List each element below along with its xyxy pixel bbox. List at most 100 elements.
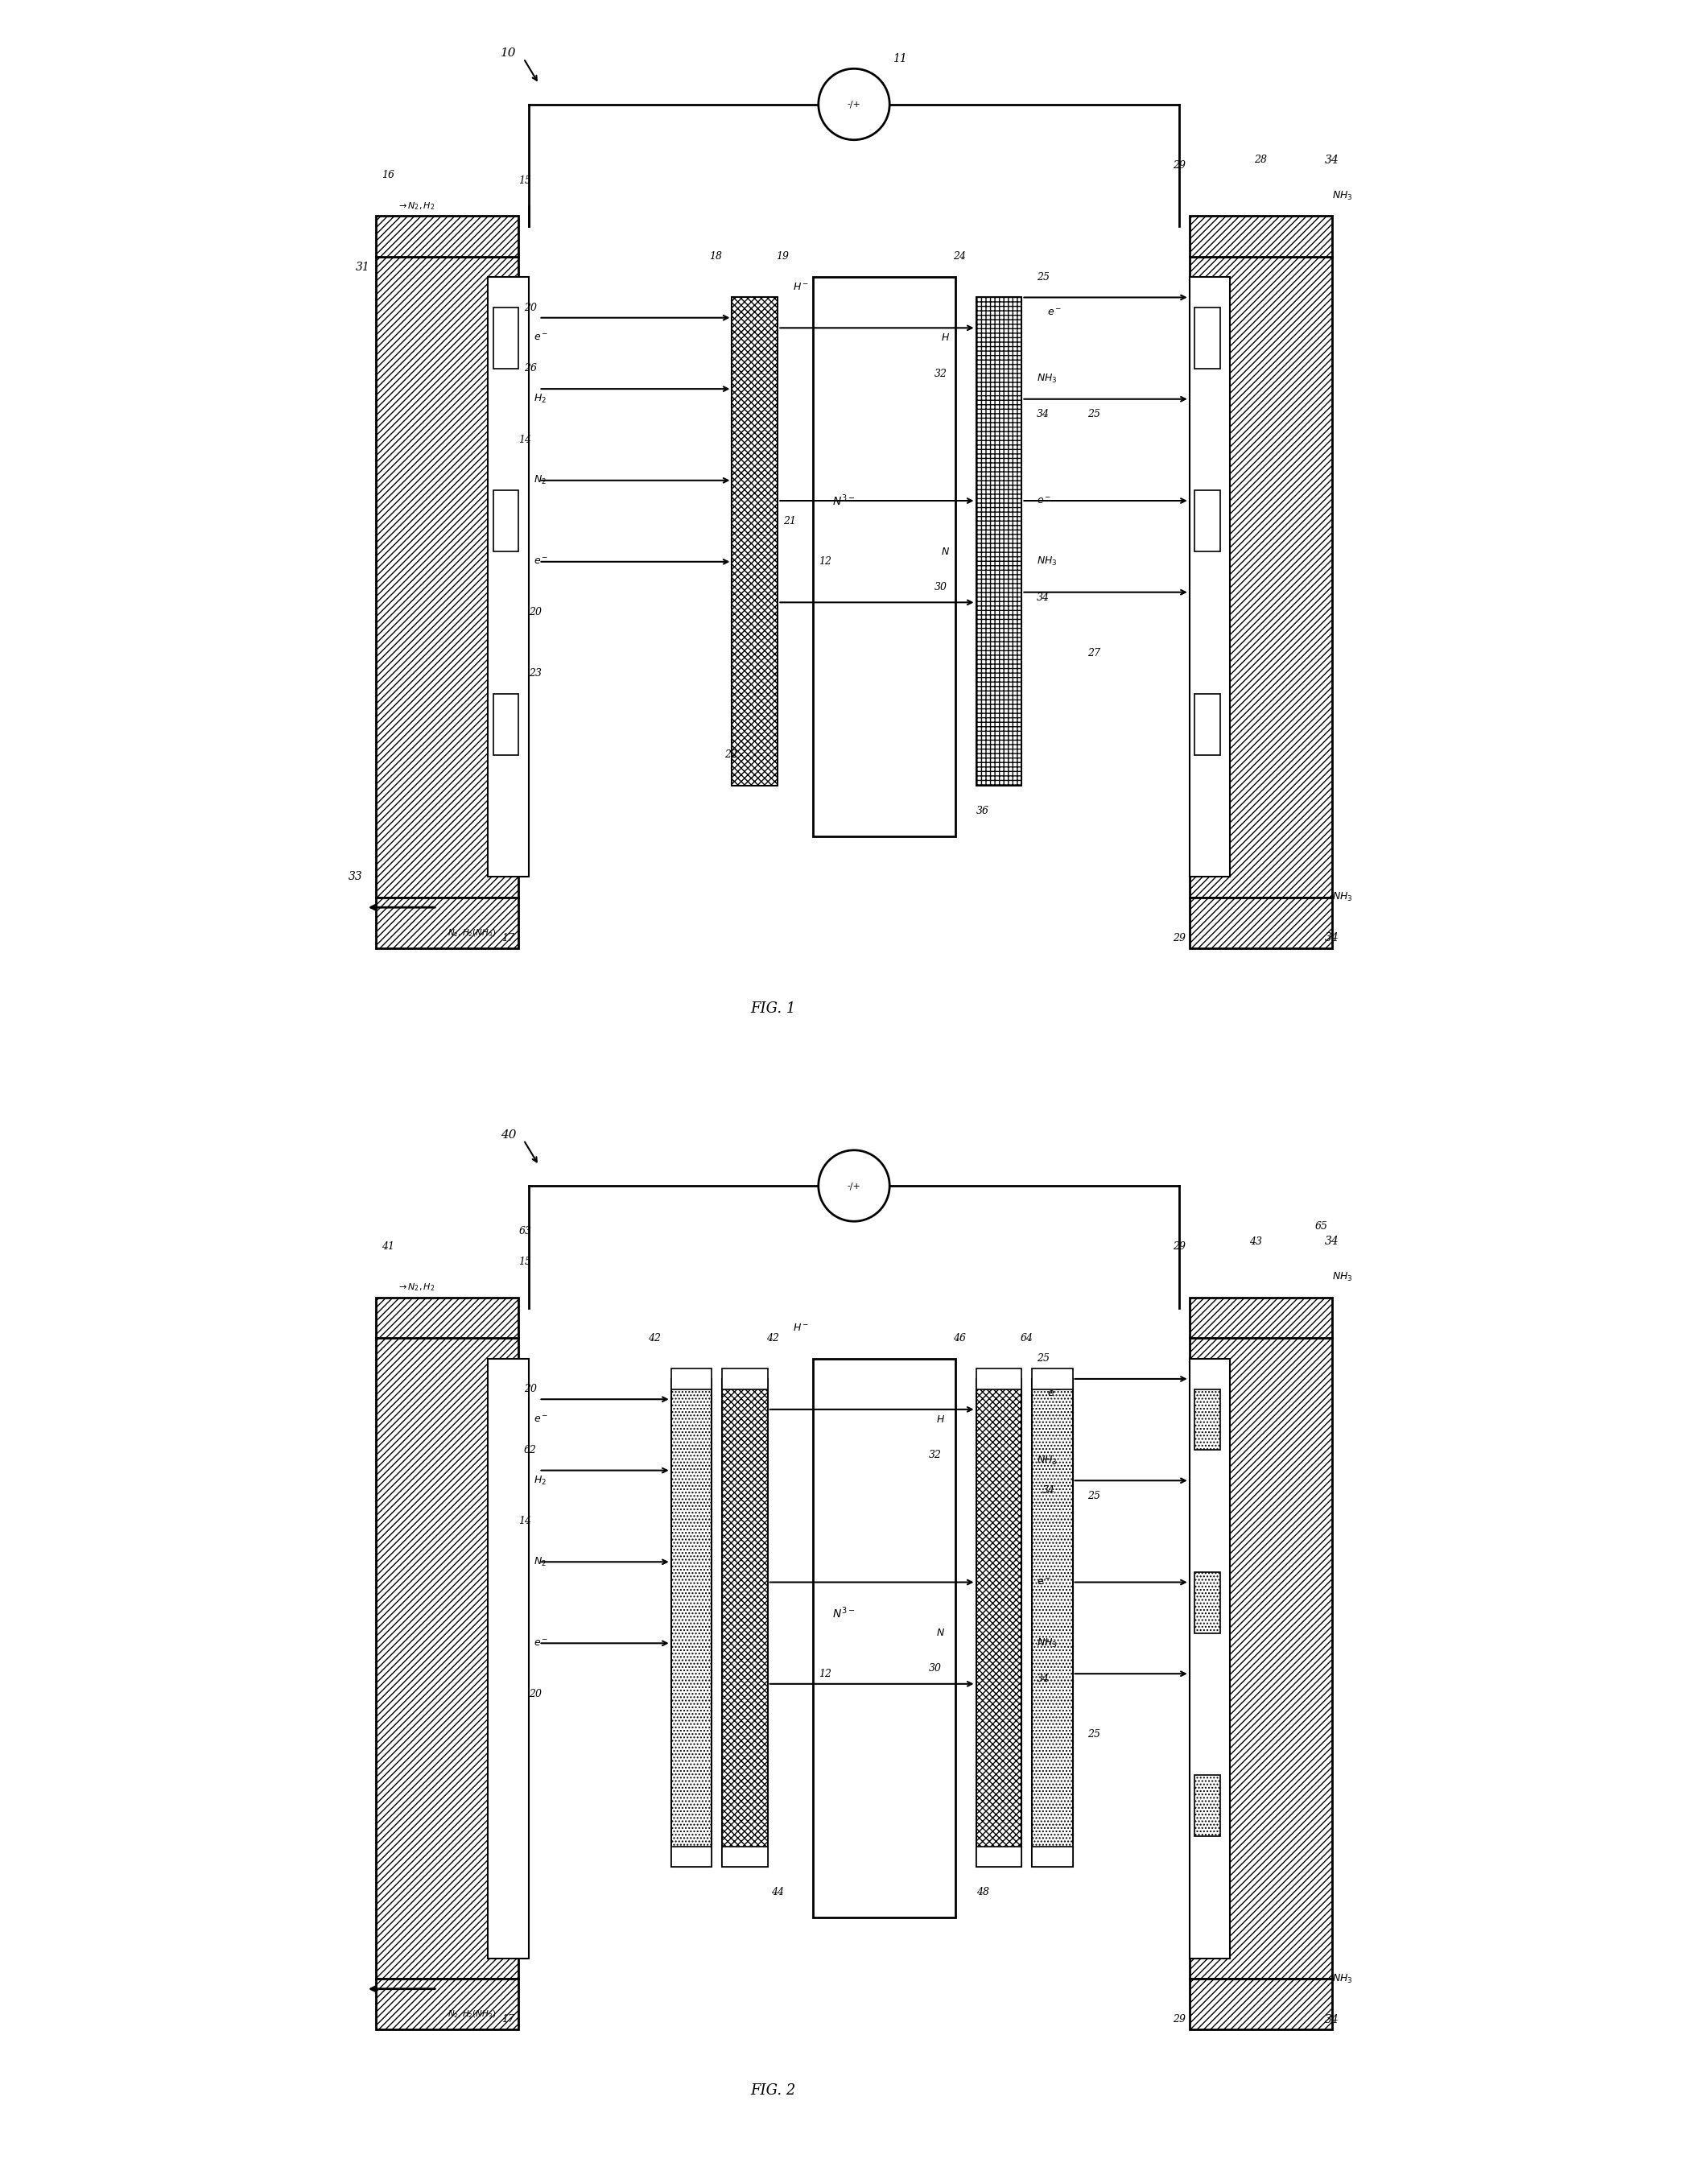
Bar (813, 277, 956, 837)
Bar (376, 257, 519, 898)
Text: 21: 21 (782, 515, 796, 526)
Text: 32: 32 (929, 1449, 941, 1460)
Text: $N^{3-}$: $N^{3-}$ (832, 493, 856, 508)
Text: 40: 40 (500, 1129, 516, 1140)
Bar (1189, 1979, 1332, 2029)
Text: 24: 24 (953, 251, 965, 262)
Text: 23: 23 (529, 668, 541, 679)
Text: 30: 30 (934, 582, 946, 593)
Bar (722, 1380, 767, 1867)
Text: 32: 32 (934, 368, 946, 379)
Text: $H^-$: $H^-$ (793, 1324, 810, 1332)
Bar (494, 694, 519, 755)
Text: 25: 25 (1088, 409, 1100, 420)
Text: 25: 25 (1037, 1354, 1050, 1365)
Bar (813, 1358, 956, 1919)
Bar (722, 1369, 767, 1389)
Text: 18: 18 (709, 251, 722, 262)
Text: 20: 20 (529, 608, 541, 619)
Text: $N$: $N$ (936, 1629, 945, 1637)
Text: 34: 34 (1325, 154, 1339, 167)
Text: $e^-$: $e^-$ (535, 1415, 548, 1425)
Bar (1032, 1369, 1073, 1389)
Text: 42: 42 (767, 1332, 779, 1343)
Bar (671, 1380, 712, 1867)
Bar (671, 1369, 712, 1389)
Text: 28: 28 (1254, 156, 1267, 164)
Text: 43: 43 (1249, 1237, 1262, 1246)
Text: $NH_3$: $NH_3$ (1332, 190, 1353, 201)
Text: $NH_3$: $NH_3$ (1037, 1454, 1057, 1467)
Text: $H^-$: $H^-$ (793, 281, 810, 292)
Text: 34: 34 (1037, 1674, 1050, 1685)
Text: 29: 29 (1173, 2014, 1185, 2025)
Text: 30: 30 (929, 1663, 941, 1674)
Bar (1194, 491, 1220, 552)
Text: 62: 62 (524, 1445, 536, 1456)
Text: 19: 19 (777, 251, 789, 262)
Text: $H$: $H$ (941, 333, 950, 344)
Text: $N_2, H_2(NH_3)$: $N_2, H_2(NH_3)$ (447, 928, 495, 939)
Text: 15: 15 (519, 1257, 531, 1268)
Text: 33: 33 (348, 872, 364, 883)
Text: 64: 64 (1020, 1332, 1033, 1343)
Text: 14: 14 (519, 435, 531, 446)
Bar (488, 1358, 529, 1958)
Text: $e^-$: $e^-$ (535, 1637, 548, 1648)
Bar (975, 1380, 1021, 1867)
Bar (671, 1847, 712, 1867)
Text: $NH_3$: $NH_3$ (1037, 372, 1057, 385)
Bar (494, 1389, 519, 1449)
Text: 46: 46 (953, 1332, 965, 1343)
Text: 11: 11 (893, 52, 907, 65)
Text: -/+: -/+ (847, 1181, 861, 1190)
Text: 34: 34 (1037, 593, 1050, 603)
Text: 29: 29 (1173, 1242, 1185, 1252)
Circle shape (818, 1151, 890, 1222)
Bar (1189, 1358, 1230, 1958)
Text: $NH_3$: $NH_3$ (1037, 1637, 1057, 1650)
Text: 25: 25 (1088, 1490, 1100, 1501)
Bar (1189, 1339, 1332, 1979)
Text: 34: 34 (1325, 2014, 1339, 2025)
Bar (1189, 898, 1332, 947)
Text: $H_2$: $H_2$ (535, 1475, 547, 1486)
Text: 17: 17 (502, 2014, 514, 2025)
Text: 36: 36 (975, 805, 989, 815)
Bar (1189, 257, 1332, 898)
Text: $e^-$: $e^-$ (1047, 307, 1062, 318)
Text: 44: 44 (772, 1886, 784, 1897)
Circle shape (818, 69, 890, 141)
Text: $NH_3$: $NH_3$ (1037, 556, 1057, 569)
Text: FIG. 1: FIG. 1 (750, 1001, 796, 1017)
Text: -/+: -/+ (847, 99, 861, 108)
Bar (1189, 216, 1332, 257)
Text: 17: 17 (502, 932, 514, 943)
Bar (376, 898, 519, 947)
Text: $H$: $H$ (936, 1415, 945, 1425)
Text: 34: 34 (1042, 1486, 1056, 1497)
Text: 27: 27 (1088, 649, 1100, 658)
Bar (1194, 694, 1220, 755)
Text: 31: 31 (355, 262, 371, 273)
Text: 12: 12 (818, 1668, 832, 1678)
Bar (494, 307, 519, 368)
Bar (494, 491, 519, 552)
Text: 48: 48 (975, 1886, 989, 1897)
Bar (376, 1339, 519, 1979)
Text: 29: 29 (1173, 932, 1185, 943)
Text: $e^-$: $e^-$ (1037, 495, 1052, 506)
Text: $N_2, H_2(NH_3)$: $N_2, H_2(NH_3)$ (447, 2009, 495, 2020)
Text: $NH_3$: $NH_3$ (1332, 1272, 1353, 1283)
Bar (494, 1776, 519, 1836)
Text: 10: 10 (500, 48, 516, 58)
Text: $N_2$: $N_2$ (535, 1555, 547, 1568)
Bar (376, 1298, 519, 1339)
Text: FIG. 2: FIG. 2 (750, 2083, 796, 2098)
Text: $N$: $N$ (941, 547, 950, 556)
Text: $H_2$: $H_2$ (535, 394, 547, 404)
Bar (1032, 1380, 1073, 1867)
Text: 20: 20 (529, 1689, 541, 1700)
Text: $e^-$: $e^-$ (535, 333, 548, 344)
Text: $N_2$: $N_2$ (535, 474, 547, 487)
